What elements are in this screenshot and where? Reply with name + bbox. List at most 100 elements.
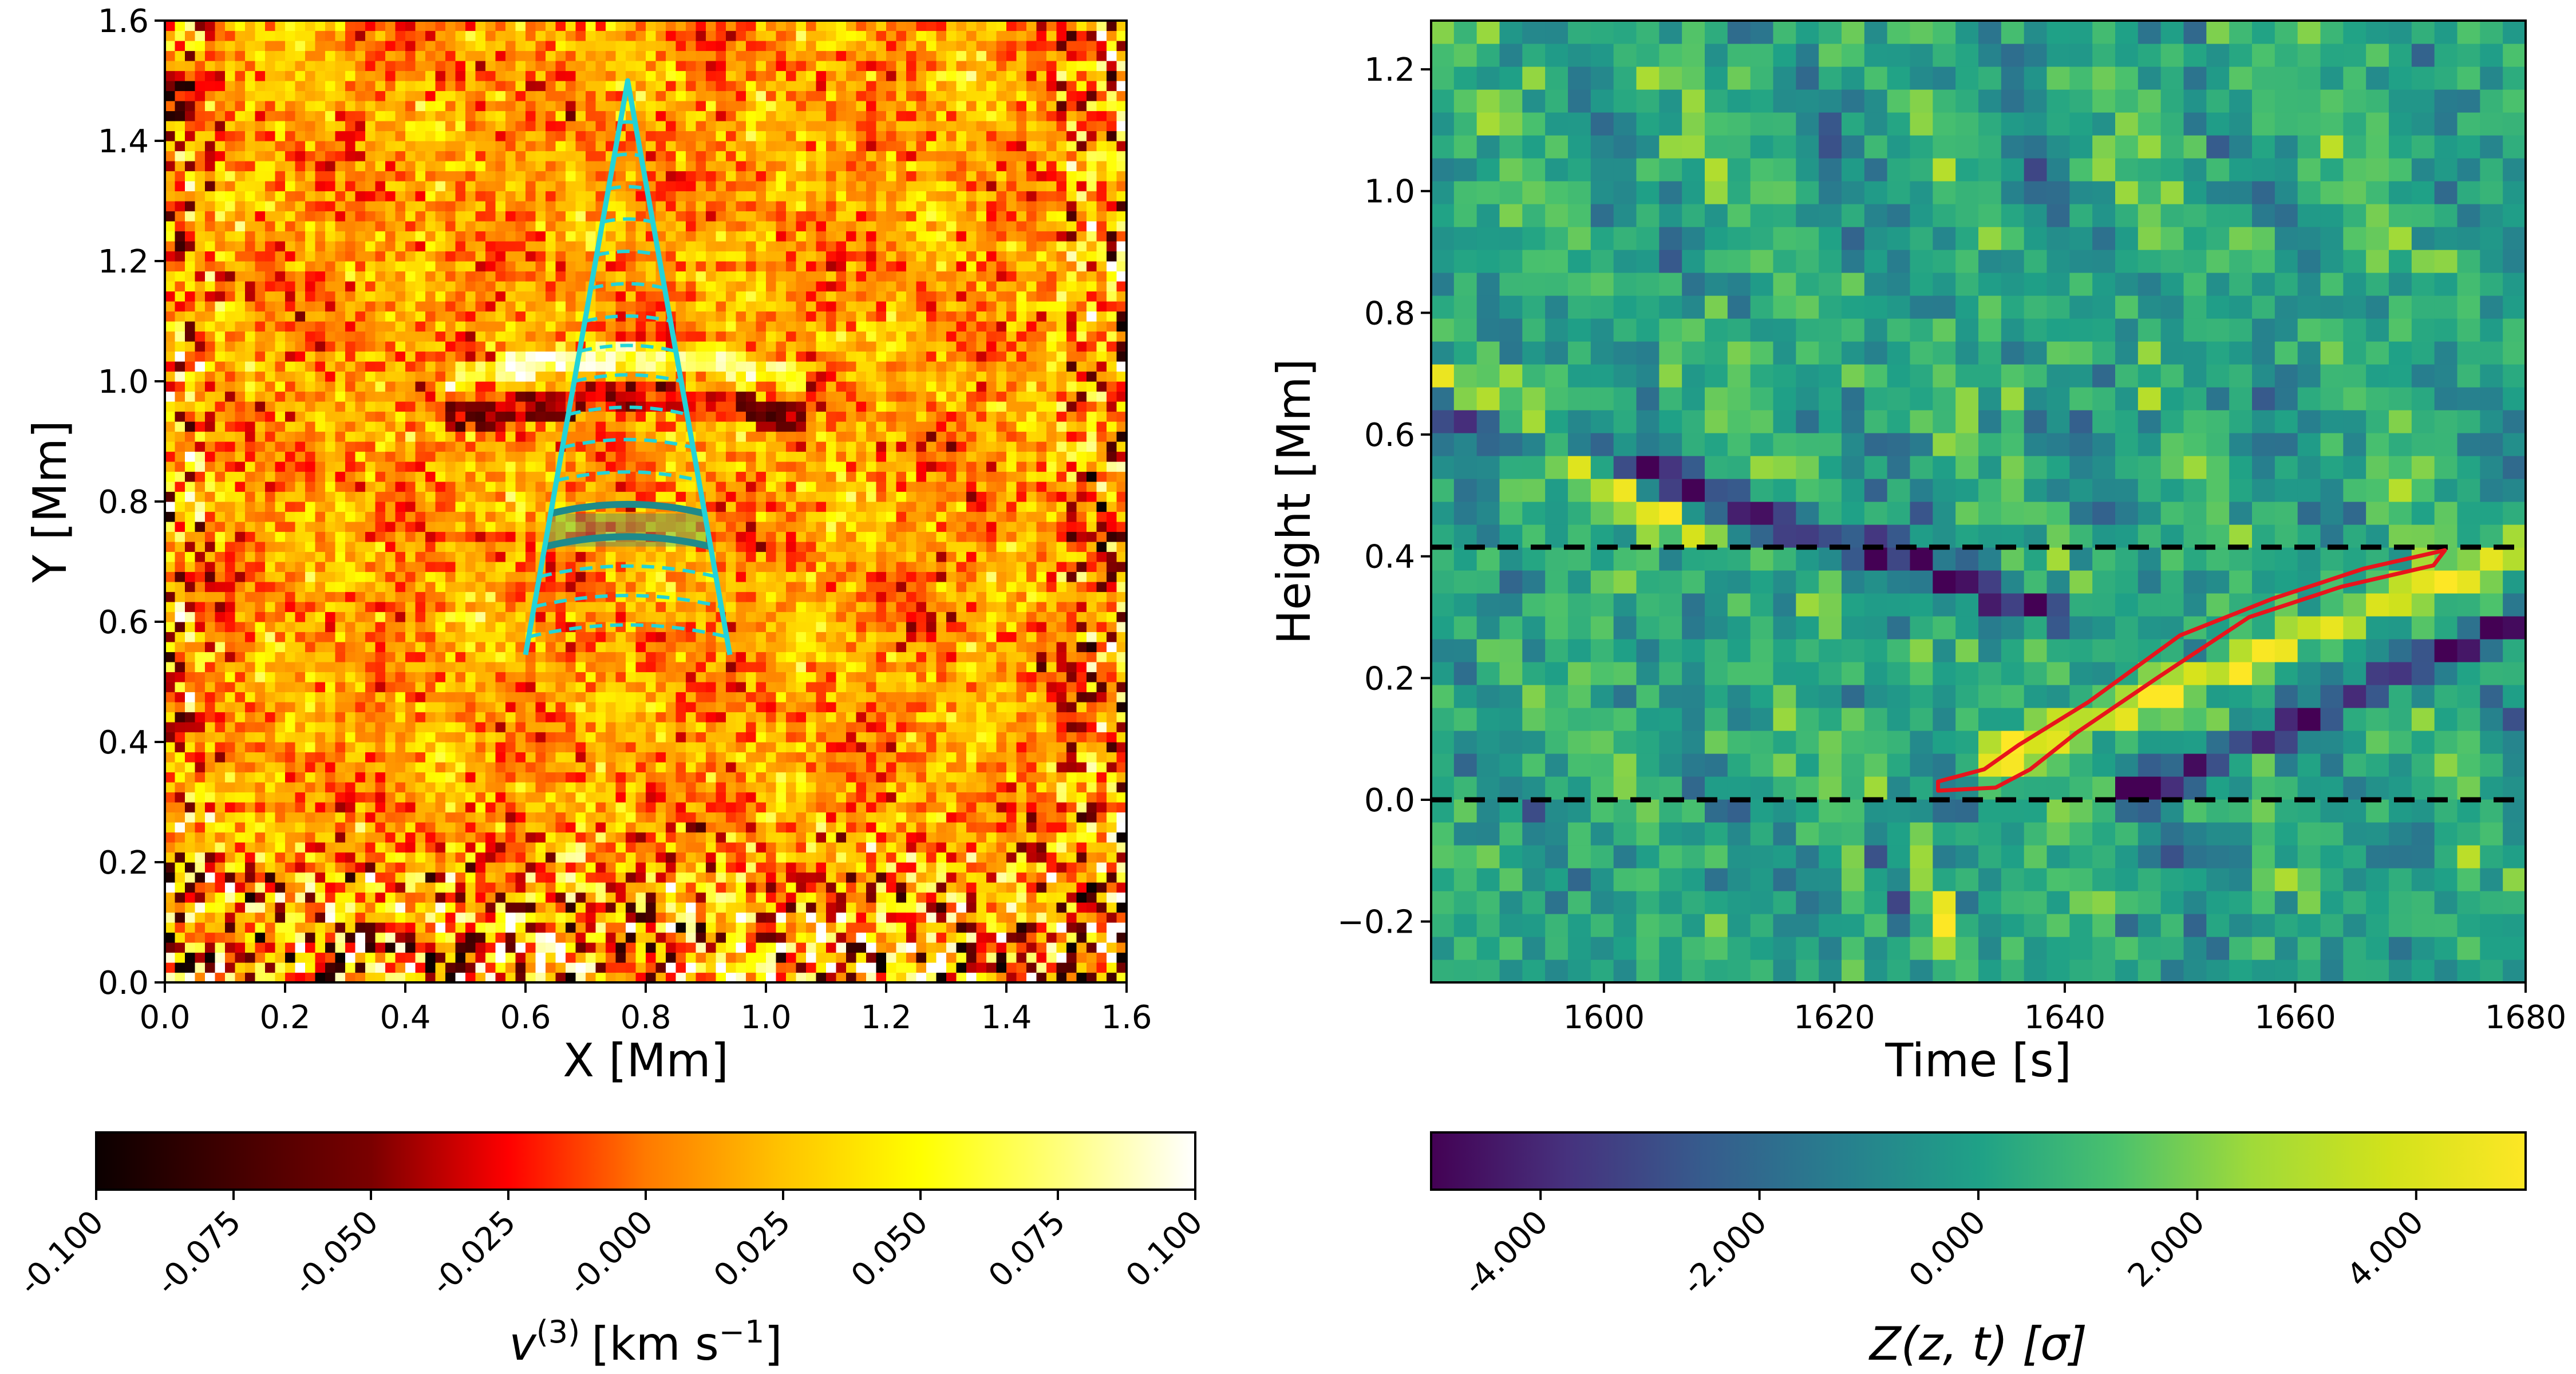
left-heatmap-cell bbox=[675, 862, 686, 873]
left-heatmap-cell bbox=[806, 531, 817, 542]
left-heatmap-cell bbox=[756, 542, 767, 552]
left-heatmap-cell bbox=[1026, 602, 1037, 613]
left-heatmap-cell bbox=[986, 702, 997, 713]
left-heatmap-cell bbox=[355, 571, 366, 582]
left-heatmap-cell bbox=[716, 642, 726, 653]
left-heatmap-cell bbox=[255, 522, 266, 532]
left-heatmap-cell bbox=[826, 631, 837, 642]
left-heatmap-cell bbox=[1076, 792, 1087, 803]
left-heatmap-cell bbox=[195, 571, 206, 582]
left-heatmap-cell bbox=[916, 642, 927, 653]
left-heatmap-cell bbox=[355, 662, 366, 673]
left-heatmap-cell bbox=[285, 942, 296, 953]
left-heatmap-cell bbox=[285, 611, 296, 622]
left-heatmap-cell bbox=[285, 702, 296, 713]
left-heatmap-cell bbox=[235, 922, 246, 933]
left-heatmap-cell bbox=[786, 481, 797, 492]
left-heatmap-cell bbox=[215, 712, 226, 722]
left-heatmap-cell bbox=[495, 822, 506, 833]
left-heatmap-cell bbox=[1056, 481, 1067, 492]
left-heatmap-cell bbox=[856, 582, 867, 593]
left-heatmap-cell bbox=[1116, 702, 1127, 713]
left-heatmap-cell bbox=[946, 882, 957, 893]
left-heatmap-cell bbox=[566, 772, 576, 783]
left-heatmap-cell bbox=[726, 481, 737, 492]
left-heatmap-cell bbox=[956, 772, 967, 783]
left-heatmap-cell bbox=[1107, 461, 1117, 472]
left-heatmap-cell bbox=[1066, 742, 1077, 753]
left-heatmap-cell bbox=[826, 812, 837, 823]
left-heatmap-cell bbox=[505, 702, 516, 713]
left-heatmap-cell bbox=[505, 461, 516, 472]
left-heatmap-cell bbox=[185, 772, 196, 783]
left-heatmap-cell bbox=[786, 682, 797, 693]
left-heatmap-cell bbox=[836, 461, 847, 472]
left-heatmap-cell bbox=[255, 932, 266, 943]
left-heatmap-cell bbox=[475, 471, 486, 482]
left-heatmap-cell bbox=[285, 562, 296, 572]
left-heatmap-cell bbox=[245, 822, 256, 833]
left-heatmap-cell bbox=[395, 511, 406, 522]
left-heatmap-cell bbox=[295, 682, 306, 693]
left-heatmap-cell bbox=[996, 692, 1007, 702]
left-heatmap-cell bbox=[445, 772, 456, 783]
left-heatmap-cell bbox=[1086, 571, 1097, 582]
left-heatmap-cell bbox=[966, 972, 977, 982]
left-heatmap-cell bbox=[385, 812, 396, 823]
left-heatmap-cell bbox=[666, 832, 677, 843]
left-heatmap-cell bbox=[425, 591, 436, 602]
left-heatmap-cell bbox=[285, 792, 296, 803]
left-heatmap-cell bbox=[686, 932, 697, 943]
left-heatmap-cell bbox=[836, 842, 847, 853]
left-heatmap-cell bbox=[906, 742, 917, 753]
left-heatmap-cell bbox=[1026, 802, 1037, 813]
left-heatmap-cell bbox=[1096, 922, 1107, 933]
left-heatmap-cell bbox=[1086, 522, 1097, 532]
left-heatmap-cell bbox=[1066, 522, 1077, 532]
left-heatmap-cell bbox=[916, 822, 927, 833]
left-heatmap-cell bbox=[986, 732, 997, 743]
left-heatmap-cell bbox=[756, 722, 767, 733]
left-heatmap-cell bbox=[976, 832, 987, 843]
left-heatmap-cell bbox=[405, 591, 416, 602]
left-heatmap-cell bbox=[285, 652, 296, 662]
left-heatmap-cell bbox=[445, 732, 456, 743]
left-heatmap-cell bbox=[566, 862, 576, 873]
left-heatmap-cell bbox=[635, 742, 646, 753]
left-heatmap-cell bbox=[675, 952, 686, 963]
left-heatmap-cell bbox=[726, 762, 737, 773]
left-heatmap-cell bbox=[165, 772, 176, 783]
left-heatmap-cell bbox=[946, 862, 957, 873]
left-heatmap-cell bbox=[736, 622, 746, 633]
left-heatmap-cell bbox=[195, 932, 206, 943]
left-heatmap-cell bbox=[1096, 511, 1107, 522]
left-heatmap-cell bbox=[736, 602, 746, 613]
left-heatmap-cell bbox=[405, 712, 416, 722]
left-heatmap-cell bbox=[886, 762, 897, 773]
left-heatmap-cell bbox=[856, 882, 867, 893]
left-heatmap-cell bbox=[595, 732, 606, 743]
left-heatmap-cell bbox=[606, 672, 617, 682]
left-heatmap-cell bbox=[586, 611, 596, 622]
left-heatmap-cell bbox=[1096, 762, 1107, 773]
left-heatmap-cell bbox=[1006, 802, 1017, 813]
left-heatmap-cell bbox=[315, 602, 326, 613]
left-heatmap-cell bbox=[796, 932, 807, 943]
left-heatmap-cell bbox=[305, 582, 316, 593]
left-heatmap-cell bbox=[655, 722, 666, 733]
left-heatmap-cell bbox=[766, 542, 777, 552]
left-heatmap-cell bbox=[946, 511, 957, 522]
left-heatmap-cell bbox=[185, 712, 196, 722]
left-heatmap-cell bbox=[1016, 562, 1027, 572]
left-heatmap-cell bbox=[415, 531, 426, 542]
left-heatmap-cell bbox=[515, 461, 526, 472]
left-heatmap-cell bbox=[826, 752, 837, 763]
left-heatmap-cell bbox=[345, 902, 356, 913]
left-heatmap-cell bbox=[445, 942, 456, 953]
left-heatmap-cell bbox=[225, 912, 236, 923]
left-heatmap-cell bbox=[365, 852, 376, 863]
left-heatmap-cell bbox=[876, 812, 887, 823]
left-heatmap-cell bbox=[195, 732, 206, 743]
left-heatmap-cell bbox=[335, 511, 346, 522]
left-heatmap-cell bbox=[235, 772, 246, 783]
